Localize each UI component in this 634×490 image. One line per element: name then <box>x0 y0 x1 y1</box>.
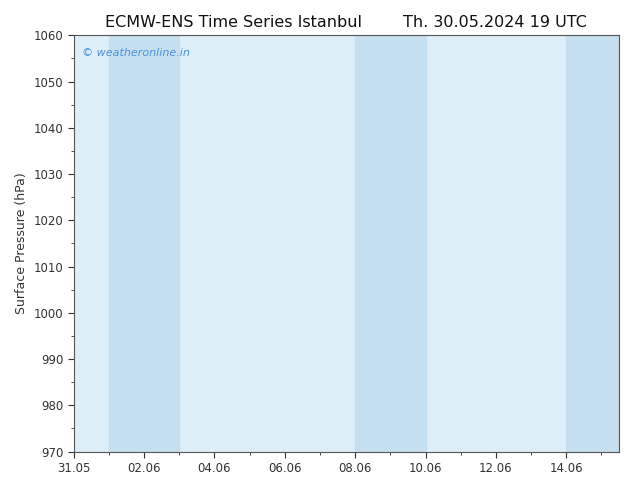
Bar <box>566 35 619 452</box>
Bar <box>109 35 179 452</box>
Bar <box>355 35 425 452</box>
Y-axis label: Surface Pressure (hPa): Surface Pressure (hPa) <box>15 172 28 314</box>
Text: © weatheronline.in: © weatheronline.in <box>82 48 190 58</box>
Title: ECMW-ENS Time Series Istanbul        Th. 30.05.2024 19 UTC: ECMW-ENS Time Series Istanbul Th. 30.05.… <box>105 15 587 30</box>
